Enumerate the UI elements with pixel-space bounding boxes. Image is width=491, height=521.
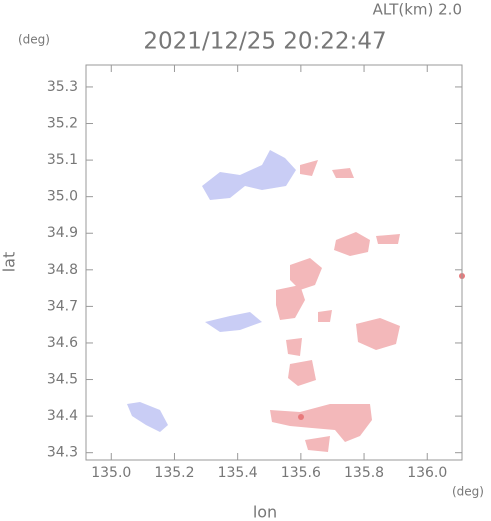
echoes xyxy=(127,150,465,452)
y-unit: (deg) xyxy=(18,33,50,47)
y-tick-label: 34.6 xyxy=(47,335,78,351)
y-tick-label: 35.0 xyxy=(47,189,78,205)
y-tick-label: 34.7 xyxy=(47,298,78,314)
y-tick-label: 34.8 xyxy=(47,262,78,278)
x-tick-label: 135.0 xyxy=(91,465,131,481)
x-tick-label: 135.2 xyxy=(154,465,194,481)
y-tick-label: 35.3 xyxy=(47,79,78,95)
x-tick-label: 136.0 xyxy=(407,465,447,481)
x-unit: (deg) xyxy=(452,485,484,499)
x-tick-label: 135.6 xyxy=(281,465,321,481)
timestamp: 2021/12/25 20:22:47 xyxy=(143,29,386,55)
y-tick-label: 34.5 xyxy=(47,372,78,388)
y-tick-label: 34.3 xyxy=(47,445,78,461)
y-tick-label: 34.9 xyxy=(47,225,78,241)
plot-frame xyxy=(85,64,463,461)
x-tick-label: 135.4 xyxy=(218,465,258,481)
y-tick-label: 35.1 xyxy=(47,152,78,168)
x-label: lon xyxy=(253,503,277,521)
y-label: lat xyxy=(0,252,19,273)
y-tick-label: 35.2 xyxy=(47,116,78,132)
y-tick-label: 34.4 xyxy=(47,408,78,424)
x-tick-label: 135.8 xyxy=(344,465,384,481)
altitude: ALT(km) 2.0 xyxy=(373,1,462,19)
